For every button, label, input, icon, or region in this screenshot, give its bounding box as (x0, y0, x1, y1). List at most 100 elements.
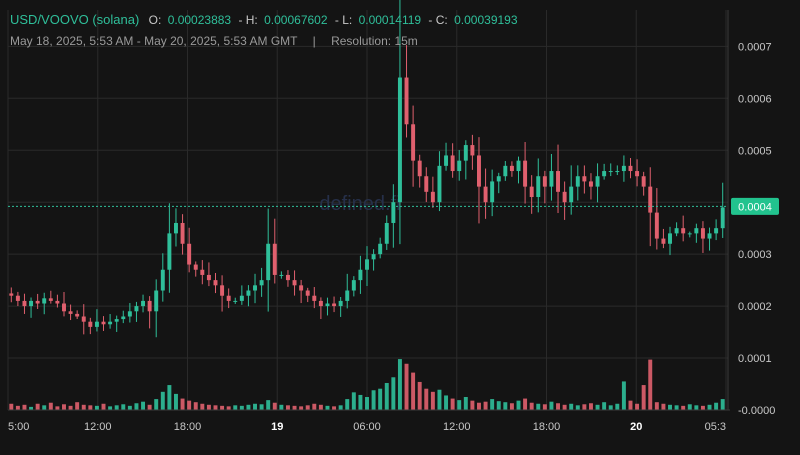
candle-body (483, 186, 488, 203)
candle-body (615, 171, 620, 173)
candle-body (62, 303, 66, 312)
candle-body (305, 290, 310, 296)
time-tick-label: 05:3 (705, 421, 726, 433)
volume-bar (75, 402, 80, 410)
candle-body (477, 155, 481, 187)
price-axis[interactable]: 0.0007 0.0006 0.0005 0.0004 0.0003 0.0002 0.00… (738, 41, 775, 417)
resolution-label[interactable]: Resolution: 15m (331, 34, 418, 48)
candle-body (542, 176, 547, 187)
price-tick-label: 0.0006 (738, 93, 772, 105)
candle-body (312, 295, 317, 301)
candle-body (654, 212, 659, 239)
candle-body (529, 186, 534, 198)
time-axis[interactable]: 5:00 12:00 18:00 19 06:00 12:00 18:00 20 05:3 (8, 421, 726, 433)
candle-body (641, 176, 646, 187)
volume-bar (378, 388, 383, 410)
volume-bar (266, 400, 271, 410)
volume-bar (365, 397, 369, 410)
volume-bar (523, 398, 528, 410)
candle-body (167, 233, 172, 270)
candle-body (173, 222, 178, 234)
volume-bar (108, 406, 113, 410)
candle-body (595, 176, 600, 187)
candle-body (127, 311, 132, 317)
volume-bar (430, 391, 435, 410)
candle-body (358, 269, 363, 281)
volume-bar (239, 405, 244, 410)
volume-bar (55, 406, 60, 410)
volume-bar (160, 391, 165, 410)
candle-body (15, 295, 20, 301)
candle-body (635, 171, 640, 177)
volume-bar (167, 385, 172, 410)
price-tick-label: 0.0005 (738, 145, 772, 157)
volume-bar (187, 400, 192, 410)
volume-bar (569, 403, 574, 410)
volume-bar (470, 400, 475, 410)
volume-bar (358, 394, 363, 410)
volume-bar (681, 405, 686, 410)
volume-bar (463, 397, 468, 410)
candle-body (272, 243, 277, 275)
volume-bar (285, 405, 290, 410)
volume-bar (628, 400, 633, 410)
candles[interactable] (9, 0, 725, 338)
candle-body (121, 316, 126, 320)
volume-bar (602, 402, 607, 410)
pair-name[interactable]: USD/VOOVO (solana) (10, 12, 139, 27)
time-tick-label: 18:00 (174, 421, 202, 433)
candle-body (75, 313, 80, 317)
time-tick-label: 19 (271, 421, 283, 433)
open-label: O: (149, 13, 162, 27)
volume-bar (477, 402, 481, 410)
candle-body (206, 274, 211, 281)
candle-body (42, 298, 47, 304)
volume-bar (536, 403, 541, 410)
candle-body (9, 293, 14, 296)
candle-body (365, 259, 369, 270)
volume-bar (318, 404, 323, 410)
volume-bar (15, 405, 20, 410)
candle-body (588, 181, 593, 187)
candle-body (108, 321, 113, 325)
candle-body (490, 181, 495, 203)
volume-bar (529, 402, 534, 410)
volume-bar (62, 404, 66, 410)
time-tick-label: 12:00 (84, 421, 112, 433)
price-tick-label: 0.0002 (738, 301, 772, 313)
volume-bars (9, 359, 725, 410)
volume-bar (391, 377, 396, 410)
candle-body (707, 233, 712, 239)
volume-bar (496, 401, 501, 410)
price-tick-label: 0.0003 (738, 249, 772, 261)
low-value: 0.00014119 (359, 13, 422, 27)
candle-body (29, 300, 34, 307)
volume-bar (641, 385, 646, 410)
volume-bar (674, 405, 679, 410)
time-tick-label: 12:00 (443, 421, 471, 433)
candle-body (397, 77, 402, 203)
volume-bar (490, 399, 495, 410)
candle-body (391, 202, 396, 223)
volume-bar (88, 405, 93, 410)
volume-bar (246, 404, 251, 410)
candle-body (259, 280, 264, 286)
volume-bar (694, 405, 699, 410)
candle-body (582, 176, 587, 182)
candle-body (88, 321, 93, 327)
candle-body (562, 191, 567, 203)
volume-bar (404, 363, 409, 410)
time-tick-label: 06:00 (353, 421, 381, 433)
candle-body (114, 319, 119, 322)
volume-bar (272, 402, 277, 410)
volume-bar (516, 400, 521, 410)
candle-body (457, 160, 462, 172)
candle-body (681, 228, 686, 234)
high-value: 0.00067602 (264, 13, 328, 27)
candle-body (338, 300, 343, 307)
volume-bar (253, 403, 257, 410)
candle-body (233, 300, 238, 302)
candle-body (134, 306, 139, 312)
